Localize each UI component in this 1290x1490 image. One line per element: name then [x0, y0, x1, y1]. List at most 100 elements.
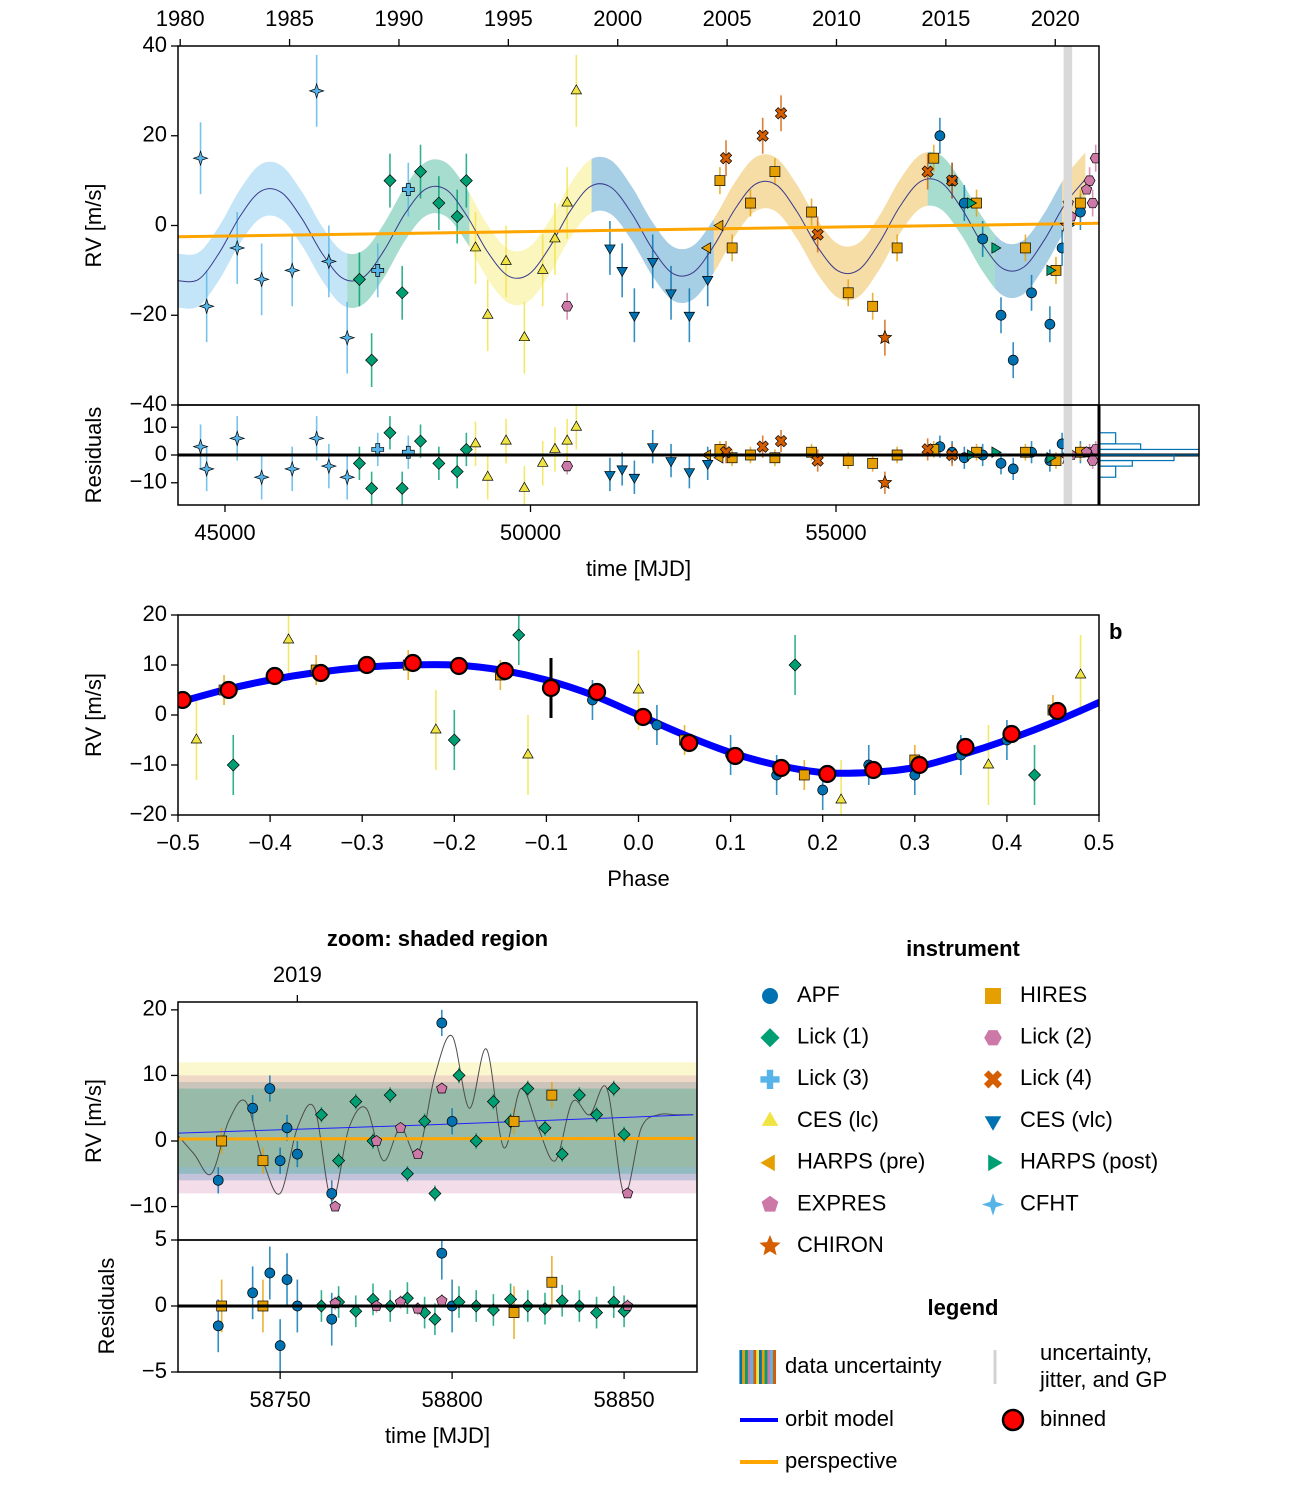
shaded-region: [1063, 46, 1073, 505]
legend-title: instrument: [906, 936, 1020, 961]
marker: [320, 253, 337, 270]
marker: [264, 1267, 276, 1279]
marker: [1075, 206, 1086, 218]
marker: [546, 1089, 558, 1101]
x-tick-label: 0.1: [715, 830, 746, 855]
marker: [811, 228, 824, 241]
y-tick-label: 10: [143, 651, 167, 676]
marker: [190, 733, 203, 744]
marker: [665, 289, 677, 300]
x-tick-label: −0.5: [156, 830, 199, 855]
marker: [981, 1193, 1005, 1216]
y-axis-label: RV [m/s]: [81, 1079, 106, 1163]
binned-point: [357, 655, 376, 675]
marker: [745, 197, 756, 209]
binned-point: [956, 737, 975, 757]
marker: [817, 784, 829, 796]
binned-point: [403, 653, 422, 673]
marker: [349, 1304, 363, 1318]
legend-label: perspective: [785, 1448, 898, 1473]
marker: [371, 264, 385, 277]
model-line: [178, 1034, 694, 1201]
marker: [646, 258, 659, 269]
marker: [1086, 455, 1099, 466]
legend-label: HARPS (post): [1020, 1149, 1158, 1174]
marker: [436, 1082, 448, 1094]
marker: [395, 286, 409, 300]
marker: [760, 1069, 780, 1089]
y-axis-label: RV [m/s]: [81, 673, 106, 757]
marker: [774, 107, 788, 120]
x2-tick-label: 2010: [812, 6, 861, 31]
marker: [628, 311, 641, 322]
marker: [1046, 264, 1057, 277]
marker: [452, 1068, 466, 1082]
marker: [500, 254, 512, 265]
marker: [326, 1313, 338, 1325]
marker: [281, 1122, 293, 1134]
marker: [308, 430, 325, 447]
marker: [436, 1294, 448, 1306]
binned-point: [1002, 724, 1021, 744]
marker: [806, 446, 817, 458]
marker: [395, 481, 409, 495]
uncertainty-band: [178, 1088, 697, 1174]
x-axis-label: time [MJD]: [385, 1423, 490, 1448]
residual-y-tick-label: −10: [130, 469, 167, 494]
x-tick-label: 0.2: [807, 830, 838, 855]
marker: [1028, 768, 1042, 782]
marker: [400, 1167, 414, 1181]
marker: [436, 1247, 448, 1259]
legend-label: CES (vlc): [1020, 1107, 1113, 1132]
marker: [1020, 446, 1031, 458]
marker: [549, 232, 561, 243]
marker: [481, 308, 494, 319]
binned-point: [541, 678, 561, 698]
marker: [469, 1134, 483, 1148]
x-tick-label: −0.3: [340, 830, 383, 855]
legend-label: uncertainty,: [1040, 1340, 1152, 1365]
marker: [1044, 318, 1056, 330]
legend-label: HIRES: [1020, 982, 1087, 1007]
residual-axis-label: Residuals: [81, 407, 106, 504]
marker: [877, 329, 893, 345]
marker: [760, 1028, 780, 1048]
marker: [512, 628, 526, 642]
marker: [572, 1088, 586, 1102]
marker: [561, 434, 573, 445]
x2-tick-label: 1995: [484, 6, 533, 31]
residual-area: [212, 1240, 634, 1372]
marker: [991, 242, 1002, 254]
residual-y-tick-label: 10: [143, 413, 167, 438]
legend-label: EXPRES: [797, 1190, 886, 1215]
marker: [459, 174, 473, 188]
model-band: [178, 161, 348, 309]
x-axis-label: Phase: [607, 866, 669, 891]
residual-y-tick-label: 0: [155, 1292, 167, 1317]
model-band: [994, 181, 1063, 299]
marker: [1074, 668, 1087, 679]
marker: [1020, 242, 1031, 254]
marker: [977, 233, 989, 245]
marker: [867, 457, 879, 469]
marker: [967, 197, 978, 209]
binned-point: [818, 764, 837, 784]
binned-point: [726, 746, 745, 766]
marker: [546, 1276, 558, 1288]
marker: [774, 434, 788, 448]
x-tick-label: 45000: [194, 520, 255, 545]
marker: [450, 210, 464, 224]
x-axis-label: time [MJD]: [586, 556, 691, 581]
marker: [212, 1320, 224, 1332]
marker: [769, 166, 781, 177]
marker: [216, 1135, 228, 1147]
legend-label: Lick (2): [1020, 1024, 1092, 1049]
legend-label: CFHT: [1020, 1190, 1079, 1215]
histogram-bar: [1098, 432, 1117, 445]
legend-label: orbit model: [785, 1406, 894, 1431]
marker: [339, 329, 356, 346]
legend-label: Lick (1): [797, 1024, 869, 1049]
binned-point: [910, 755, 929, 775]
marker: [394, 1121, 407, 1133]
marker: [590, 1108, 604, 1122]
